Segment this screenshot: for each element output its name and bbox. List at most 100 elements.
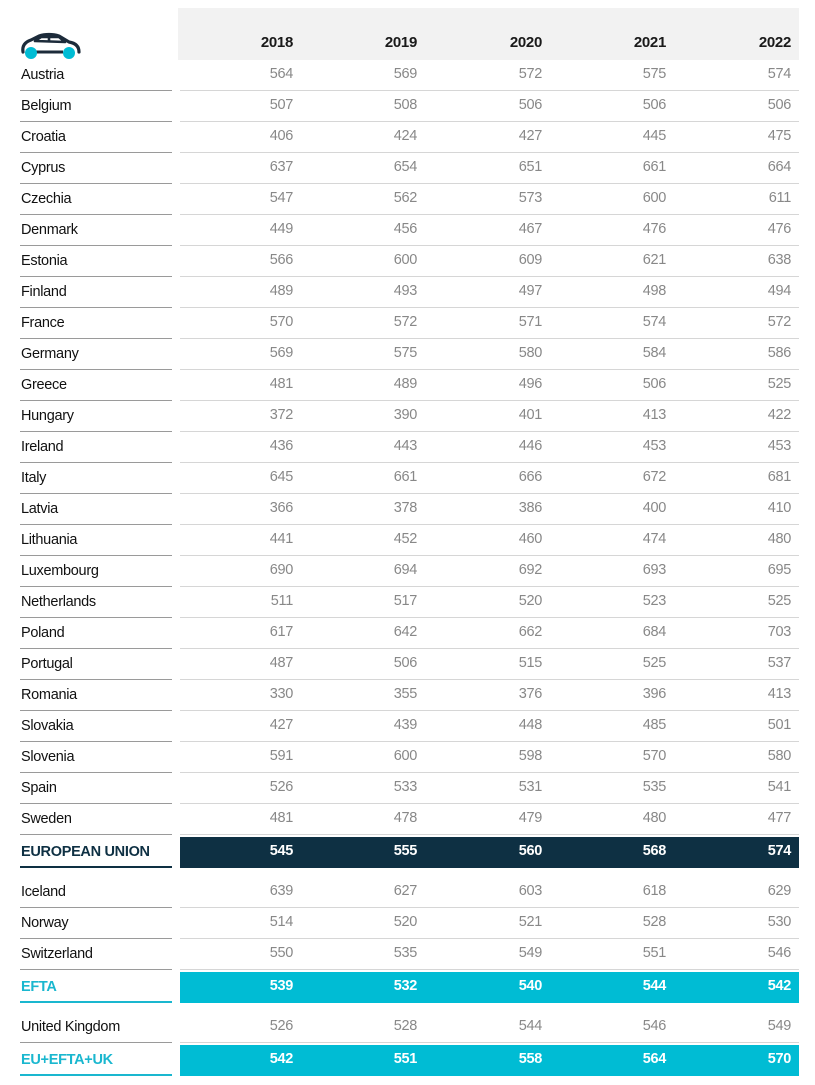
cell-value: 526 — [269, 779, 294, 795]
year-header: 2018 — [260, 34, 293, 51]
row-label: Estonia — [21, 253, 68, 269]
cell-value: 452 — [393, 531, 418, 547]
cell-value: 546 — [642, 1018, 667, 1034]
cell-value: 525 — [767, 593, 792, 609]
row-divider — [20, 679, 172, 680]
table-row: Estonia 566 600 609 621 638 — [0, 246, 815, 277]
cell-value: 506 — [518, 97, 543, 113]
row-label: Netherlands — [21, 594, 96, 610]
cell-value: 645 — [269, 469, 294, 485]
row-divider — [180, 772, 799, 773]
cell-value: 506 — [393, 655, 418, 671]
cell-value: 574 — [767, 843, 792, 859]
row-label: Luxembourg — [21, 563, 99, 579]
row-label: EFTA — [21, 979, 57, 995]
cell-value: 515 — [518, 655, 543, 671]
row-divider — [180, 907, 799, 908]
cell-value: 514 — [269, 914, 294, 930]
row-divider — [180, 586, 799, 587]
row-divider — [20, 431, 172, 432]
table-row: Iceland 639 627 603 618 629 — [0, 877, 815, 908]
cell-value: 570 — [269, 314, 294, 330]
car-icon — [21, 32, 81, 59]
table-row: France 570 572 571 574 572 — [0, 308, 815, 339]
cell-value: 453 — [767, 438, 792, 454]
table-row: Latvia 366 378 386 400 410 — [0, 494, 815, 525]
cell-value: 479 — [518, 810, 543, 826]
cell-value: 618 — [642, 883, 667, 899]
table-row: Slovakia 427 439 448 485 501 — [0, 711, 815, 742]
row-label: Slovakia — [21, 718, 74, 734]
cell-value: 528 — [642, 914, 667, 930]
cell-value: 570 — [767, 1051, 792, 1067]
table-row: Greece 481 489 496 506 525 — [0, 370, 815, 401]
cell-value: 508 — [393, 97, 418, 113]
row-divider — [20, 245, 172, 246]
cell-value: 693 — [642, 562, 667, 578]
cell-value: 586 — [767, 345, 792, 361]
cell-value: 600 — [393, 748, 418, 764]
cell-value: 703 — [767, 624, 792, 640]
cell-value: 406 — [269, 128, 294, 144]
cell-value: 531 — [518, 779, 543, 795]
cell-value: 487 — [269, 655, 294, 671]
cell-value: 539 — [269, 978, 294, 994]
cell-value: 480 — [642, 810, 667, 826]
cell-value: 666 — [518, 469, 543, 485]
row-divider — [20, 648, 172, 649]
row-divider — [20, 214, 172, 215]
cell-value: 569 — [393, 66, 418, 82]
row-divider — [180, 400, 799, 401]
row-divider — [180, 338, 799, 339]
cell-value: 520 — [393, 914, 418, 930]
cell-value: 494 — [767, 283, 792, 299]
cell-value: 580 — [767, 748, 792, 764]
row-divider — [180, 183, 799, 184]
cell-value: 694 — [393, 562, 418, 578]
table-row: Portugal 487 506 515 525 537 — [0, 649, 815, 680]
cell-value: 506 — [642, 376, 667, 392]
cell-value: 517 — [393, 593, 418, 609]
row-label: United Kingdom — [21, 1019, 120, 1035]
cell-value: 600 — [393, 252, 418, 268]
table-row: Slovenia 591 600 598 570 580 — [0, 742, 815, 773]
cell-value: 460 — [518, 531, 543, 547]
cell-value: 511 — [270, 593, 294, 609]
row-divider — [20, 276, 172, 277]
cell-value: 355 — [393, 686, 418, 702]
row-divider — [180, 648, 799, 649]
table-row: Ireland 436 443 446 453 453 — [0, 432, 815, 463]
cell-value: 695 — [767, 562, 792, 578]
row-label: Hungary — [21, 408, 74, 424]
row-divider — [20, 121, 172, 122]
row-divider — [20, 710, 172, 711]
row-divider — [20, 617, 172, 618]
table-row: Romania 330 355 376 396 413 — [0, 680, 815, 711]
cell-value: 661 — [642, 159, 667, 175]
cell-value: 611 — [768, 190, 792, 206]
cell-value: 493 — [393, 283, 418, 299]
cell-value: 489 — [269, 283, 294, 299]
cell-value: 535 — [393, 945, 418, 961]
cell-value: 441 — [269, 531, 294, 547]
cell-value: 443 — [393, 438, 418, 454]
table-row: Lithuania 441 452 460 474 480 — [0, 525, 815, 556]
table-row: Italy 645 661 666 672 681 — [0, 463, 815, 494]
cell-value: 562 — [393, 190, 418, 206]
row-label: Poland — [21, 625, 65, 641]
cell-value: 456 — [393, 221, 418, 237]
row-divider — [20, 1074, 172, 1076]
row-divider — [20, 1001, 172, 1003]
row-label: EU+EFTA+UK — [21, 1052, 113, 1068]
cell-value: 507 — [269, 97, 294, 113]
row-label: Sweden — [21, 811, 72, 827]
cell-value: 366 — [269, 500, 294, 516]
cell-value: 661 — [393, 469, 418, 485]
cell-value: 478 — [393, 810, 418, 826]
cell-value: 330 — [269, 686, 294, 702]
highlight-band — [180, 972, 799, 1003]
cell-value: 449 — [269, 221, 294, 237]
cell-value: 489 — [393, 376, 418, 392]
row-divider — [20, 803, 172, 804]
row-divider — [180, 462, 799, 463]
